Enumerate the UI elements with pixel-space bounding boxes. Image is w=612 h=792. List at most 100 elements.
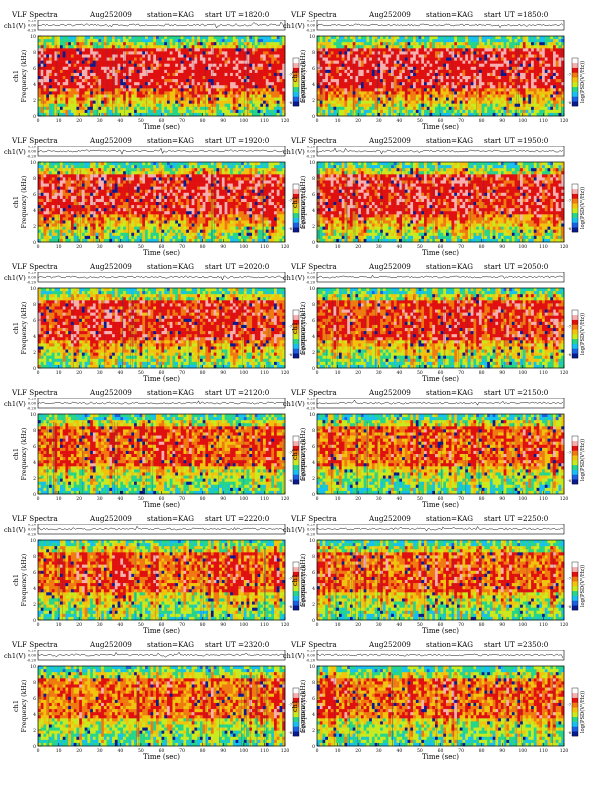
colorbar-swatch [293, 595, 299, 601]
y-tick-label: 2 [33, 98, 36, 104]
colorbar-swatch [293, 58, 299, 64]
x-tick-label: 90 [499, 496, 505, 502]
colorbar-label: log(PSD(V²/Hz)) [579, 565, 586, 607]
colorbar-swatch [293, 203, 299, 209]
waveform-trace [316, 274, 564, 279]
waveform-tick-label: 0.00 [307, 276, 316, 280]
colorbar-tick-label: -8 [288, 731, 292, 735]
x-tick-label: 100 [240, 748, 249, 754]
waveform-axis-label: ch1(V) [4, 148, 26, 156]
panel-title: VLF Spectra [12, 10, 58, 19]
y-tick-label: 0 [33, 618, 36, 624]
x-tick-label: 20 [76, 622, 82, 628]
panel-title: VLF Spectra [291, 388, 337, 397]
colorbar-swatch [293, 697, 299, 703]
colorbar-swatch [293, 208, 299, 214]
x-tick-label: 0 [37, 496, 40, 502]
colorbar-swatch [572, 566, 578, 572]
panel-title-row: VLF Spectra Aug252009 station=KAG start UT =1… [291, 10, 564, 20]
y-tick-label: 2 [312, 98, 315, 104]
y-tick-label: 8 [312, 428, 315, 434]
waveform-tick-label: 0.00 [28, 150, 37, 154]
x-tick-label: 30 [376, 118, 382, 124]
colorbar-frame [571, 687, 579, 737]
y-tick-label: 8 [312, 302, 315, 308]
x-tick-label: 100 [519, 370, 528, 376]
colorbar-swatch [293, 86, 299, 92]
ut-label: UT [504, 388, 515, 397]
colorbar-label: log(PSD(V²/Hz)) [300, 313, 307, 355]
colorbar-tick-label: -8 [288, 101, 292, 105]
colorbar-label: log(PSD(V²/Hz)) [579, 691, 586, 733]
colorbar-swatch [572, 595, 578, 601]
y-tick-label: 4 [33, 82, 36, 88]
colorbar-swatch [293, 217, 299, 223]
waveform-tick-label: -0.20 [306, 281, 316, 285]
x-tick-label: 10 [56, 244, 62, 250]
y-tick-label: 10 [309, 538, 315, 544]
colorbar-swatch [293, 702, 299, 708]
station-label: station=KAG [147, 136, 194, 145]
colorbar-swatch [572, 605, 578, 611]
colorbar-swatch [293, 688, 299, 694]
start-label: start [205, 388, 222, 397]
colorbar-tick-label: -7 [567, 577, 571, 581]
x-axis-label: Time (sec) [143, 123, 180, 131]
panel-title-row: VLF Spectra Aug252009 station=KAG start UT =2… [12, 514, 285, 524]
colorbar-swatch [572, 353, 578, 359]
colorbar-tick-label: -8 [567, 605, 571, 609]
spectrogram-heatmap [317, 288, 565, 369]
x-tick-label: 30 [97, 244, 103, 250]
x-tick-label: 60 [159, 244, 165, 250]
colorbar-swatch [293, 338, 299, 344]
x-tick-label: 50 [417, 118, 423, 124]
colorbar-tick-label: -8 [567, 101, 571, 105]
waveform-tick-label: 0.00 [307, 528, 316, 532]
x-tick-label: 20 [76, 370, 82, 376]
y-tick-label: 6 [33, 66, 36, 72]
waveform-tick-label: 0.20 [28, 20, 37, 23]
colorbar-swatch [293, 445, 299, 451]
waveform-axis-label: ch1(V) [283, 652, 305, 660]
colorbar-swatch [572, 193, 578, 199]
waveform-trace [37, 525, 285, 531]
waveform-tick-label: 0.20 [28, 524, 37, 527]
x-tick-label: 40 [396, 748, 402, 754]
colorbar-tick-label: -7 [288, 73, 292, 77]
ut-value: =2150:0 [517, 388, 548, 397]
x-tick-label: 80 [200, 622, 206, 628]
colorbar-swatch [572, 590, 578, 596]
start-label: start [484, 136, 501, 145]
x-tick-label: 10 [56, 622, 62, 628]
colorbar-swatch [293, 353, 299, 359]
ut-value: =1820:0 [238, 10, 269, 19]
colorbar-swatch [293, 721, 299, 727]
colorbar-swatch [293, 479, 299, 485]
x-tick-label: 80 [479, 244, 485, 250]
panel-title-row: VLF Spectra Aug252009 station=KAG start UT =2… [291, 514, 564, 524]
panel-date: Aug252009 [369, 262, 411, 271]
panel-title-row: VLF Spectra Aug252009 station=KAG start UT =1… [12, 136, 285, 146]
colorbar-swatch [572, 184, 578, 190]
colorbar-swatch [572, 581, 578, 587]
waveform-tick-label: 0.20 [28, 398, 37, 401]
panel-title: VLF Spectra [291, 262, 337, 271]
panel-title: VLF Spectra [12, 388, 58, 397]
panel-title-row: VLF Spectra Aug252009 station=KAG start UT =1… [291, 136, 564, 146]
y-tick-label: 10 [30, 538, 36, 544]
waveform-axis-label: ch1(V) [283, 148, 305, 156]
panel-title: VLF Spectra [12, 136, 58, 145]
x-tick-label: 80 [200, 496, 206, 502]
x-tick-label: 50 [417, 622, 423, 628]
x-axis-label: Time (sec) [422, 501, 459, 509]
y-axis-label: Frequency (kHz) [300, 428, 307, 481]
y-axis-label: Frequency (kHz) [300, 302, 307, 355]
colorbar-frame [292, 57, 300, 107]
ut-value: =1850:0 [517, 10, 548, 19]
panel-title: VLF Spectra [291, 514, 337, 523]
colorbar-swatch [572, 86, 578, 92]
y-tick-label: 0 [312, 618, 315, 624]
